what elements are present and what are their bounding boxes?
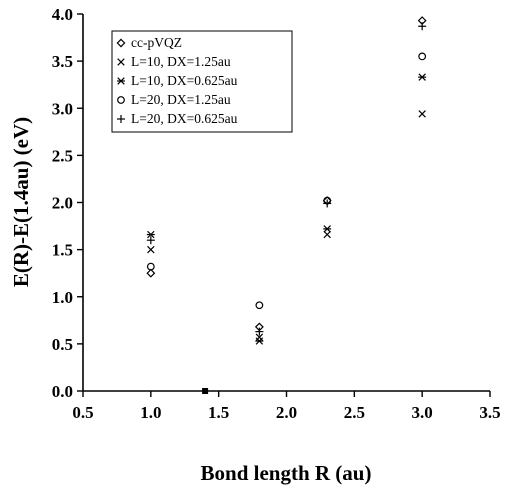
axis-ticks: 0.5 1.0 1.5 2.0 2.5 3.0 3.5 0.0 0.5 1.0 1.5 2.0 2.5 3… (52, 5, 501, 422)
data-points (146, 16, 427, 394)
legend-label-l10-dx125: L=10, DX=1.25au (131, 54, 231, 69)
data-point-circle (255, 301, 264, 310)
data-point-plus (323, 199, 332, 208)
y-tick-label: 2.5 (52, 146, 73, 165)
data-point-asterisk (255, 337, 264, 345)
legend: cc-pVQZ L=10, DX=1.25au L=10, DX=0.625au… (111, 30, 293, 133)
data-point-plus (146, 236, 155, 245)
data-point-x (147, 245, 155, 254)
data-point-diamond (146, 268, 156, 278)
legend-label-l20-dx125: L=20, DX=1.25au (131, 92, 231, 107)
y-tick-label: 3.5 (52, 52, 73, 71)
data-point-x (323, 230, 331, 239)
data-point-circle (418, 52, 427, 61)
data-point-origin (202, 388, 209, 394)
x-tick-label: 3.0 (412, 403, 433, 422)
legend-marker-asterisk (117, 77, 125, 85)
legend-box (111, 30, 293, 133)
y-tick-label: 4.0 (52, 5, 73, 24)
x-axis-title: Bond length R (au) (201, 461, 372, 485)
data-point-plus (255, 327, 264, 336)
legend-markers (116, 38, 126, 123)
y-tick-label: 1.5 (52, 241, 73, 260)
x-tick-label: 2.5 (344, 403, 365, 422)
data-point-asterisk (146, 230, 155, 239)
x-tick-label: 3.5 (479, 403, 500, 422)
legend-marker-x (117, 58, 125, 66)
y-axis-title: E(R)-E(1.4au) (eV) (9, 117, 33, 287)
y-tick-label: 0.5 (52, 335, 73, 354)
y-tick-label: 3.0 (52, 99, 73, 118)
data-point-plus (418, 22, 427, 31)
x-tick-label: 1.5 (208, 403, 229, 422)
data-point-circle (146, 262, 155, 271)
legend-label-l10-dx0625: L=10, DX=0.625au (131, 73, 238, 88)
legend-marker-circle (117, 96, 125, 104)
legend-marker-diamond (116, 38, 126, 48)
y-tick-label: 1.0 (52, 288, 73, 307)
y-tick-label: 0.0 (52, 382, 73, 401)
y-tick-label: 2.0 (52, 194, 73, 213)
data-point-asterisk (323, 225, 332, 233)
legend-label-l20-dx0625: L=20, DX=0.625au (131, 111, 238, 126)
data-point-x (418, 110, 426, 118)
x-tick-label: 1.0 (140, 403, 161, 422)
x-tick-label: 2.0 (276, 403, 297, 422)
legend-label-cc-pvqz: cc-pVQZ (131, 35, 182, 50)
legend-marker-plus (117, 115, 125, 123)
x-tick-label: 0.5 (72, 403, 93, 422)
data-point-asterisk (418, 73, 427, 81)
